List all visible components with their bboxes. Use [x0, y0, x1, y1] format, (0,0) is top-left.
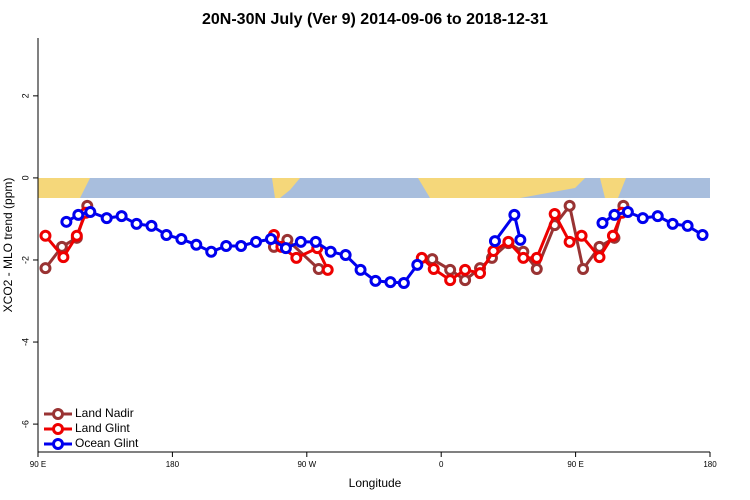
- point: [459, 263, 472, 276]
- point: [354, 263, 367, 276]
- point: [487, 244, 500, 257]
- point: [145, 219, 158, 232]
- point: [621, 205, 634, 218]
- point: [530, 263, 543, 276]
- point: [459, 274, 472, 287]
- point: [636, 212, 649, 225]
- x-tick-label: 0: [439, 460, 444, 469]
- point: [57, 251, 70, 264]
- point: [100, 212, 113, 225]
- point: [575, 229, 588, 242]
- y-tick-label: 2: [20, 93, 30, 98]
- point: [369, 274, 382, 287]
- point: [384, 276, 397, 289]
- point: [548, 208, 561, 221]
- legend-marker: [52, 423, 64, 435]
- x-tick-label: 90 E: [567, 460, 583, 469]
- legend-marker: [52, 438, 64, 450]
- point: [70, 229, 83, 242]
- point: [60, 215, 73, 228]
- point: [175, 233, 188, 246]
- point: [220, 240, 233, 253]
- point: [593, 251, 606, 264]
- x-tick-label: 180: [166, 460, 180, 469]
- point: [517, 251, 530, 264]
- point: [474, 267, 487, 280]
- point: [514, 233, 527, 246]
- x-tick-label: 90 W: [297, 460, 316, 469]
- point: [190, 238, 203, 251]
- y-tick-label: -2: [20, 256, 30, 264]
- point: [563, 199, 576, 212]
- point: [530, 251, 543, 264]
- point: [426, 253, 439, 266]
- point: [72, 208, 85, 221]
- x-tick-label: 90 E: [30, 460, 46, 469]
- point: [160, 228, 173, 241]
- point: [488, 235, 501, 248]
- point: [39, 262, 52, 275]
- point: [596, 217, 609, 230]
- point: [563, 235, 576, 248]
- point: [290, 251, 303, 264]
- point: [577, 263, 590, 276]
- point: [115, 210, 128, 223]
- point: [84, 205, 97, 218]
- point: [666, 217, 679, 230]
- map-strip: [38, 178, 710, 198]
- point: [205, 245, 218, 258]
- point: [444, 274, 457, 287]
- point: [321, 263, 334, 276]
- legend-label: Land Nadir: [75, 406, 134, 420]
- point: [279, 242, 292, 255]
- point: [130, 217, 143, 230]
- point: [508, 208, 521, 221]
- point: [264, 233, 277, 246]
- y-tick-label: 0: [20, 175, 30, 180]
- point: [411, 258, 424, 271]
- y-tick-label: -4: [20, 338, 30, 346]
- point: [250, 235, 263, 248]
- point: [39, 229, 52, 242]
- point: [339, 249, 352, 262]
- point: [397, 276, 410, 289]
- x-axis-label: Longitude: [349, 476, 402, 490]
- point: [309, 235, 322, 248]
- legend-label: Land Glint: [75, 421, 130, 435]
- point: [608, 208, 621, 221]
- chart-title: 20N-30N July (Ver 9) 2014-09-06 to 2018-…: [202, 11, 548, 28]
- y-tick-label: -6: [20, 420, 30, 428]
- legend-label: Ocean Glint: [75, 436, 139, 450]
- point: [444, 263, 457, 276]
- point: [324, 245, 337, 258]
- point: [696, 228, 709, 241]
- point: [235, 240, 248, 253]
- point: [606, 229, 619, 242]
- point: [427, 263, 440, 276]
- y-axis-label: XCO2 - MLO trend (ppm): [1, 178, 15, 313]
- point: [651, 210, 664, 223]
- point: [294, 235, 307, 248]
- legend-marker: [52, 408, 64, 420]
- point: [502, 235, 515, 248]
- point: [681, 219, 694, 232]
- x-tick-label: 180: [703, 460, 717, 469]
